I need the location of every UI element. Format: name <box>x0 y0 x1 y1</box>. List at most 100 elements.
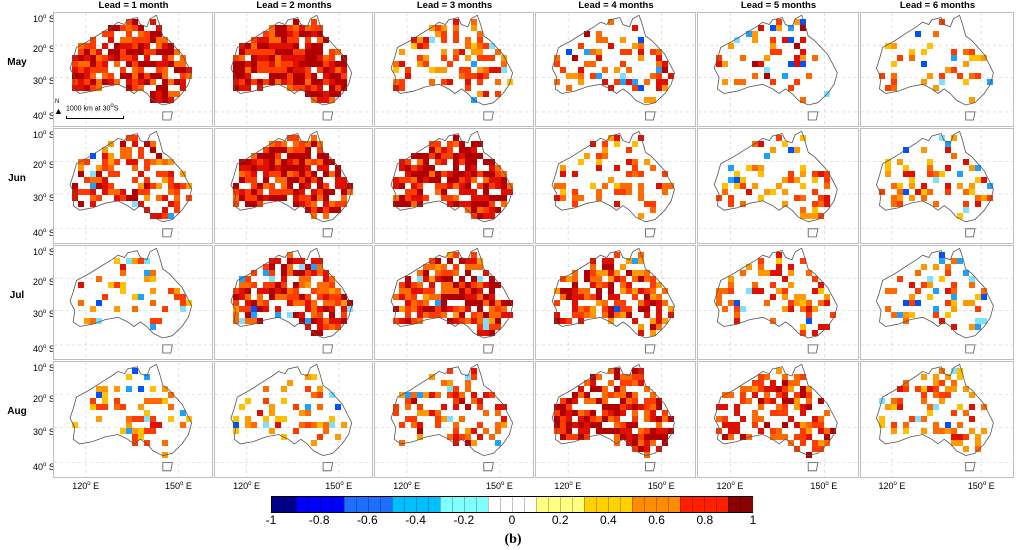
heat-cell <box>495 300 501 306</box>
heat-cell <box>263 61 269 67</box>
heat-cell <box>347 306 353 312</box>
heat-cell <box>245 276 251 282</box>
heat-cell <box>102 177 108 183</box>
heat-cell <box>794 177 800 183</box>
heat-cell <box>734 183 740 189</box>
heat-cell <box>281 147 287 153</box>
heat-cell <box>168 91 174 97</box>
heat-cell <box>746 288 752 294</box>
heat-cell <box>174 207 180 213</box>
heat-cell <box>435 300 441 306</box>
heat-cell <box>891 85 897 91</box>
lat-tick-label: 40o S <box>33 461 55 472</box>
heat-cell <box>96 416 102 422</box>
heat-cell <box>578 410 584 416</box>
heat-cell <box>644 434 650 440</box>
heat-cell <box>102 294 108 300</box>
heat-cell <box>417 318 423 324</box>
heat-cell <box>168 61 174 67</box>
australia-outline <box>551 14 675 106</box>
heat-cell <box>578 79 584 85</box>
heat-cell <box>447 306 453 312</box>
heat-cell <box>323 55 329 61</box>
heat-cell <box>162 207 168 213</box>
heat-cell <box>305 270 311 276</box>
heat-cell <box>477 141 483 147</box>
heat-cell <box>299 159 305 165</box>
heat-cell <box>927 165 933 171</box>
heat-cell <box>341 177 347 183</box>
heat-cell <box>441 25 447 31</box>
heat-cell <box>626 189 632 195</box>
heat-cell <box>656 183 662 189</box>
heat-cell <box>411 43 417 49</box>
colorbar-segment <box>464 497 478 512</box>
heat-cell <box>915 386 921 392</box>
heat-cell <box>245 159 251 165</box>
heat-cell <box>72 79 78 85</box>
heat-cell <box>734 300 740 306</box>
heat-cell <box>465 282 471 288</box>
heat-cell <box>909 55 915 61</box>
heat-cell <box>293 85 299 91</box>
heat-cell <box>566 398 572 404</box>
heat-cell <box>311 61 317 67</box>
heat-cell <box>566 434 572 440</box>
heat-cell <box>734 37 740 43</box>
heat-cell <box>108 25 114 31</box>
heat-cell <box>435 392 441 398</box>
heat-cell <box>963 446 969 452</box>
heat-cell <box>879 73 885 79</box>
heat-cell <box>716 428 722 434</box>
heat-cell <box>132 135 138 141</box>
heat-cell <box>317 153 323 159</box>
heat-cell <box>269 43 275 49</box>
heat-cell <box>909 177 915 183</box>
heat-cell <box>281 55 287 61</box>
heat-cell <box>477 276 483 282</box>
heat-cell <box>608 404 614 410</box>
heat-cell <box>800 19 806 25</box>
heat-cell <box>90 61 96 67</box>
heat-cell <box>180 79 186 85</box>
heat-cell <box>620 73 626 79</box>
heat-cell <box>162 79 168 85</box>
map-panel-jul-lead-1 <box>53 245 213 360</box>
heat-cell <box>138 386 144 392</box>
heat-cell <box>656 300 662 306</box>
heat-cell <box>305 79 311 85</box>
heat-cell <box>305 177 311 183</box>
heat-cell <box>417 61 423 67</box>
heat-cell <box>299 422 305 428</box>
heat-cell <box>626 159 632 165</box>
heat-cell <box>293 43 299 49</box>
heat-cell <box>417 37 423 43</box>
column-header-lead-5: Lead = 5 months <box>740 0 817 11</box>
map-panel-jun-lead-2 <box>214 128 373 244</box>
heat-cell <box>507 183 513 189</box>
heat-cell <box>459 177 465 183</box>
heat-cell <box>921 79 927 85</box>
heat-cell <box>824 434 830 440</box>
heat-cell <box>447 380 453 386</box>
heat-cell <box>602 147 608 153</box>
heat-cell <box>620 276 626 282</box>
heat-cell <box>981 195 987 201</box>
heat-cell <box>257 49 263 55</box>
heat-cell <box>782 177 788 183</box>
heat-cell <box>447 392 453 398</box>
heat-cell <box>560 318 566 324</box>
heat-cell <box>287 43 293 49</box>
heat-cell <box>275 73 281 79</box>
heat-cell <box>287 380 293 386</box>
heat-cell <box>662 67 668 73</box>
heat-cell <box>501 416 507 422</box>
heat-cell <box>305 153 311 159</box>
heat-cell <box>323 428 329 434</box>
heat-cell <box>150 37 156 43</box>
heat-cell <box>638 195 644 201</box>
heat-cell <box>269 55 275 61</box>
heat-cell <box>602 306 608 312</box>
heat-cell <box>626 183 632 189</box>
heat-cell <box>251 61 257 67</box>
